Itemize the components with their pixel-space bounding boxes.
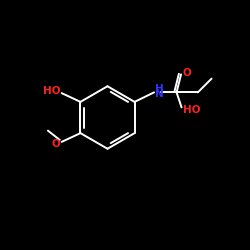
Text: HO: HO [44,86,61,96]
Text: HO: HO [183,105,201,115]
Text: O: O [182,68,191,78]
Text: O: O [52,139,60,149]
Text: H: H [155,84,164,94]
Text: N: N [155,90,164,99]
